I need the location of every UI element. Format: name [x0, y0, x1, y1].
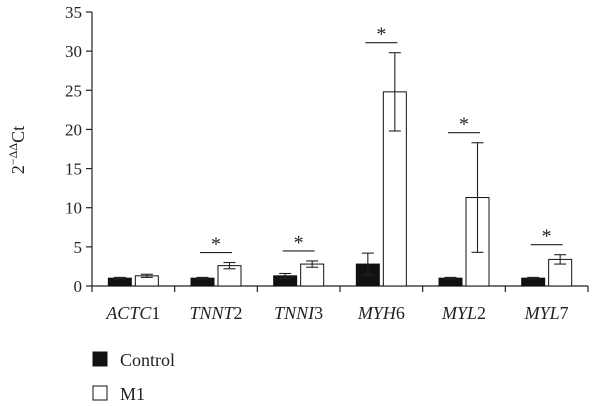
legend-swatch-control: [92, 351, 108, 367]
y-tick-label: 10: [65, 199, 82, 218]
x-tick-label-gene: ACTC: [105, 303, 152, 323]
x-tick-label: TNNT2: [189, 303, 242, 323]
y-tick-label: 20: [65, 120, 82, 139]
legend-label-m1: M1: [120, 384, 145, 404]
y-tick-label: 35: [65, 3, 82, 22]
significance-star: *: [294, 232, 304, 254]
legend-swatch-m1: [92, 385, 108, 401]
significance-star: *: [542, 226, 552, 248]
y-tick-label: 0: [74, 277, 83, 296]
x-tick-label: MYL7: [524, 303, 569, 323]
y-axis-label-tail: Ct: [8, 126, 28, 143]
x-tick-label-gene: TNNI: [274, 303, 315, 323]
y-tick-label: 15: [65, 160, 82, 179]
error-bars: [113, 52, 567, 280]
bars: [107, 91, 573, 287]
y-axis-label: 2−ΔΔCt: [6, 126, 28, 174]
x-tick-label-number: 3: [314, 303, 323, 323]
x-tick-label: ACTC1: [105, 303, 160, 323]
x-tick-label-gene: TNNT: [189, 303, 235, 323]
x-tick-label-number: 2: [477, 303, 486, 323]
x-tick-label-number: 1: [151, 303, 160, 323]
y-axis-label-exponent: −ΔΔ: [6, 143, 20, 165]
axes: 0 5 10 15 20 25 30 35: [65, 3, 589, 296]
legend: Control M1: [92, 350, 175, 404]
x-tick-label: MYL2: [441, 303, 486, 323]
x-tick-label-number: 2: [234, 303, 243, 323]
y-tick-label: 25: [65, 81, 82, 100]
x-tick-labels: ACTC1 TNNT2 TNNI3 MYH6 MYL2 MYL7: [105, 303, 568, 323]
significance-star: *: [459, 114, 469, 136]
x-tick-label: TNNI3: [274, 303, 323, 323]
significance-star: *: [376, 24, 386, 46]
y-tick-label: 5: [74, 238, 83, 257]
significance-star: *: [211, 234, 221, 256]
x-tick-label-gene: MYH: [357, 303, 397, 323]
significance-markers: * * * * *: [200, 24, 563, 256]
x-tick-label-gene: MYL: [524, 303, 560, 323]
x-tick-label-gene: MYL: [441, 303, 477, 323]
x-tick-label-number: 7: [560, 303, 569, 323]
y-tick-label: 30: [65, 42, 82, 61]
y-axis-label-base: 2: [8, 165, 28, 174]
x-tick-label: MYH6: [357, 303, 405, 323]
legend-label-control: Control: [120, 350, 175, 370]
x-tick-label-number: 6: [396, 303, 405, 323]
